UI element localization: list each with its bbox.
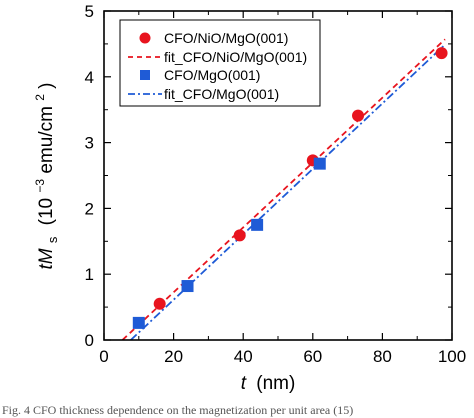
y-axis-unit-exp2: 2 bbox=[33, 94, 47, 101]
y-tick-label: 2 bbox=[85, 199, 94, 218]
legend-label-cfo-nio: CFO/NiO/MgO(001) bbox=[164, 30, 288, 46]
data-point-square bbox=[251, 218, 264, 231]
data-point-circle bbox=[435, 47, 448, 60]
y-tick-label: 1 bbox=[85, 265, 94, 284]
legend-marker-cfo-nio bbox=[139, 32, 151, 44]
y-tick-label: 3 bbox=[85, 134, 94, 153]
y-tick-label: 4 bbox=[85, 68, 94, 87]
y-axis-title: tM s (10 −3 emu/cm 2 ) bbox=[28, 82, 62, 269]
x-tick-label: 40 bbox=[234, 347, 253, 366]
y-tick-label: 0 bbox=[85, 331, 94, 350]
y-axis-subscript: s bbox=[45, 236, 60, 243]
legend: CFO/NiO/MgO(001) fit_CFO/NiO/MgO(001) CF… bbox=[119, 19, 321, 107]
figure-caption: Fig. 4 CFO thickness dependence on the m… bbox=[2, 403, 354, 417]
x-axis-unit: (nm) bbox=[256, 373, 295, 394]
data-point-square bbox=[181, 280, 194, 293]
data-point-circle bbox=[233, 229, 246, 242]
plot-frame bbox=[103, 10, 453, 341]
x-tick-label: 60 bbox=[303, 347, 322, 366]
x-tick-label: 0 bbox=[99, 347, 108, 366]
x-tick-label: 20 bbox=[164, 347, 183, 366]
y-axis-unit-mid: emu/cm bbox=[36, 106, 57, 174]
y-tick-label: 5 bbox=[85, 2, 94, 21]
legend-label-cfo: CFO/MgO(001) bbox=[164, 67, 260, 83]
x-tick-label: 80 bbox=[373, 347, 392, 366]
data-point-square bbox=[132, 316, 145, 329]
y-axis-unit-open: (10 bbox=[36, 198, 57, 225]
legend-marker-cfo bbox=[140, 70, 150, 80]
y-axis-unit-exp: −3 bbox=[33, 179, 47, 193]
data-point-circle bbox=[153, 297, 166, 310]
fit-line-series-1 bbox=[121, 38, 446, 341]
y-axis-unit-close: ) bbox=[36, 82, 57, 88]
legend-label-fit-cfo: fit_CFO/MgO(001) bbox=[164, 86, 279, 102]
legend-label-fit-cfo-nio: fit_CFO/NiO/MgO(001) bbox=[164, 49, 307, 65]
y-axis-variable: tM bbox=[36, 248, 57, 269]
data-series bbox=[121, 38, 448, 341]
x-axis-variable: t bbox=[241, 373, 247, 394]
data-point-circle bbox=[352, 109, 365, 122]
x-axis-title: t (nm) bbox=[241, 373, 296, 394]
data-point-square bbox=[313, 157, 326, 170]
legend-box bbox=[119, 19, 321, 107]
x-tick-label: 100 bbox=[438, 347, 466, 366]
